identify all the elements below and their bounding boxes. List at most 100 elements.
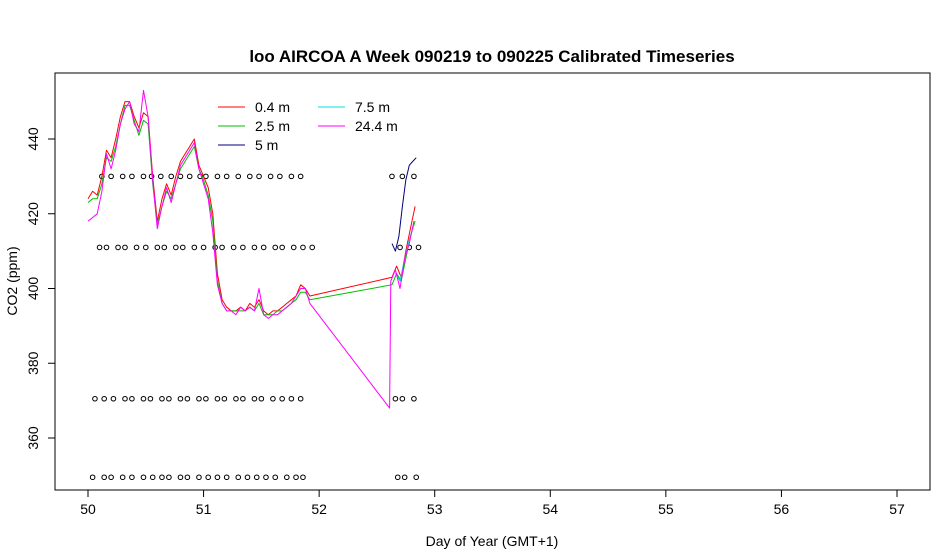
- marker-point: [115, 244, 121, 251]
- marker-point: [214, 395, 221, 402]
- marker-point: [267, 173, 274, 180]
- marker-point: [101, 474, 107, 481]
- marker-point: [108, 173, 114, 180]
- y-tick-label: 380: [25, 351, 41, 375]
- marker-point: [272, 244, 279, 251]
- x-tick-label: 54: [542, 501, 558, 517]
- marker-point: [221, 395, 228, 402]
- marker-layer: [89, 173, 422, 481]
- marker-point: [159, 474, 165, 481]
- series-line-1: [87, 104, 416, 316]
- marker-point: [184, 395, 191, 402]
- chart-title: loo AIRCOA A Week 090219 to 090225 Calib…: [249, 47, 734, 66]
- marker-point: [300, 474, 306, 481]
- marker-point: [260, 244, 267, 251]
- marker-point: [288, 173, 295, 180]
- x-tick-label: 56: [774, 501, 790, 517]
- marker-point: [200, 244, 207, 251]
- x-axis-label: Day of Year (GMT+1): [426, 533, 559, 549]
- marker-point: [413, 474, 420, 481]
- marker-point: [272, 474, 279, 481]
- marker-point: [110, 395, 117, 402]
- series-line-4: [87, 89, 415, 409]
- legend-label: 5 m: [255, 137, 278, 153]
- x-axis: 50 51 52 53 54 55 56 57: [80, 490, 905, 517]
- marker-point: [129, 474, 135, 481]
- marker-point: [122, 395, 128, 402]
- marker-point: [219, 244, 225, 251]
- marker-point: [277, 173, 283, 180]
- marker-point: [177, 474, 184, 481]
- marker-point: [142, 244, 149, 251]
- marker-point: [397, 244, 403, 251]
- legend-label: 24.4 m: [355, 118, 398, 134]
- marker-point: [133, 244, 140, 251]
- marker-point: [196, 474, 202, 481]
- marker-point: [244, 474, 251, 481]
- marker-point: [230, 244, 237, 251]
- marker-point: [240, 395, 246, 402]
- marker-point: [223, 474, 230, 481]
- marker-point: [247, 173, 253, 180]
- marker-point: [399, 395, 406, 402]
- marker-point: [203, 395, 209, 402]
- marker-point: [415, 244, 422, 251]
- marker-point: [240, 244, 246, 251]
- marker-point: [179, 244, 186, 251]
- legend: 0.4 m 2.5 m 5 m 7.5 m 24.4 m: [218, 99, 398, 153]
- marker-point: [214, 474, 221, 481]
- marker-point: [288, 395, 295, 402]
- series-layer: [87, 89, 417, 409]
- marker-point: [173, 244, 179, 251]
- marker-point: [140, 173, 147, 180]
- marker-point: [297, 173, 304, 180]
- marker-point: [293, 474, 299, 481]
- marker-point: [256, 173, 262, 180]
- marker-point: [401, 474, 408, 481]
- marker-point: [186, 173, 193, 180]
- y-axis: 360 380 400 420 440: [25, 127, 55, 450]
- marker-point: [184, 474, 191, 481]
- marker-point: [411, 173, 417, 180]
- marker-point: [251, 395, 258, 402]
- marker-point: [270, 395, 276, 402]
- legend-label: 7.5 m: [355, 99, 390, 115]
- y-tick-label: 360: [25, 426, 41, 450]
- plot-frame: [54, 72, 931, 491]
- marker-point: [251, 244, 258, 251]
- marker-point: [177, 395, 184, 402]
- marker-point: [159, 395, 165, 402]
- marker-point: [96, 244, 103, 251]
- marker-point: [389, 173, 395, 180]
- x-tick-label: 55: [658, 501, 674, 517]
- marker-point: [283, 474, 290, 481]
- marker-point: [214, 173, 221, 180]
- y-tick-label: 420: [25, 202, 41, 226]
- marker-point: [161, 244, 168, 251]
- x-tick-label: 51: [196, 501, 212, 517]
- marker-point: [233, 395, 239, 402]
- y-tick-label: 440: [25, 127, 41, 151]
- marker-point: [297, 395, 304, 402]
- marker-point: [235, 474, 242, 481]
- marker-point: [394, 474, 401, 481]
- marker-point: [92, 395, 98, 402]
- marker-point: [205, 474, 211, 481]
- marker-point: [140, 395, 147, 402]
- marker-point: [235, 173, 242, 180]
- marker-point: [223, 173, 230, 180]
- y-axis-label: CO2 (ppm): [4, 246, 20, 315]
- marker-point: [168, 173, 175, 180]
- marker-point: [166, 474, 172, 481]
- marker-point: [290, 244, 297, 251]
- marker-point: [411, 395, 417, 402]
- y-tick-label: 400: [25, 277, 41, 301]
- marker-point: [158, 173, 164, 180]
- marker-point: [129, 395, 135, 402]
- marker-point: [140, 474, 147, 481]
- series-line-2: [391, 157, 417, 252]
- x-tick-label: 52: [311, 501, 327, 517]
- marker-point: [279, 395, 285, 402]
- x-tick-label: 50: [80, 501, 96, 517]
